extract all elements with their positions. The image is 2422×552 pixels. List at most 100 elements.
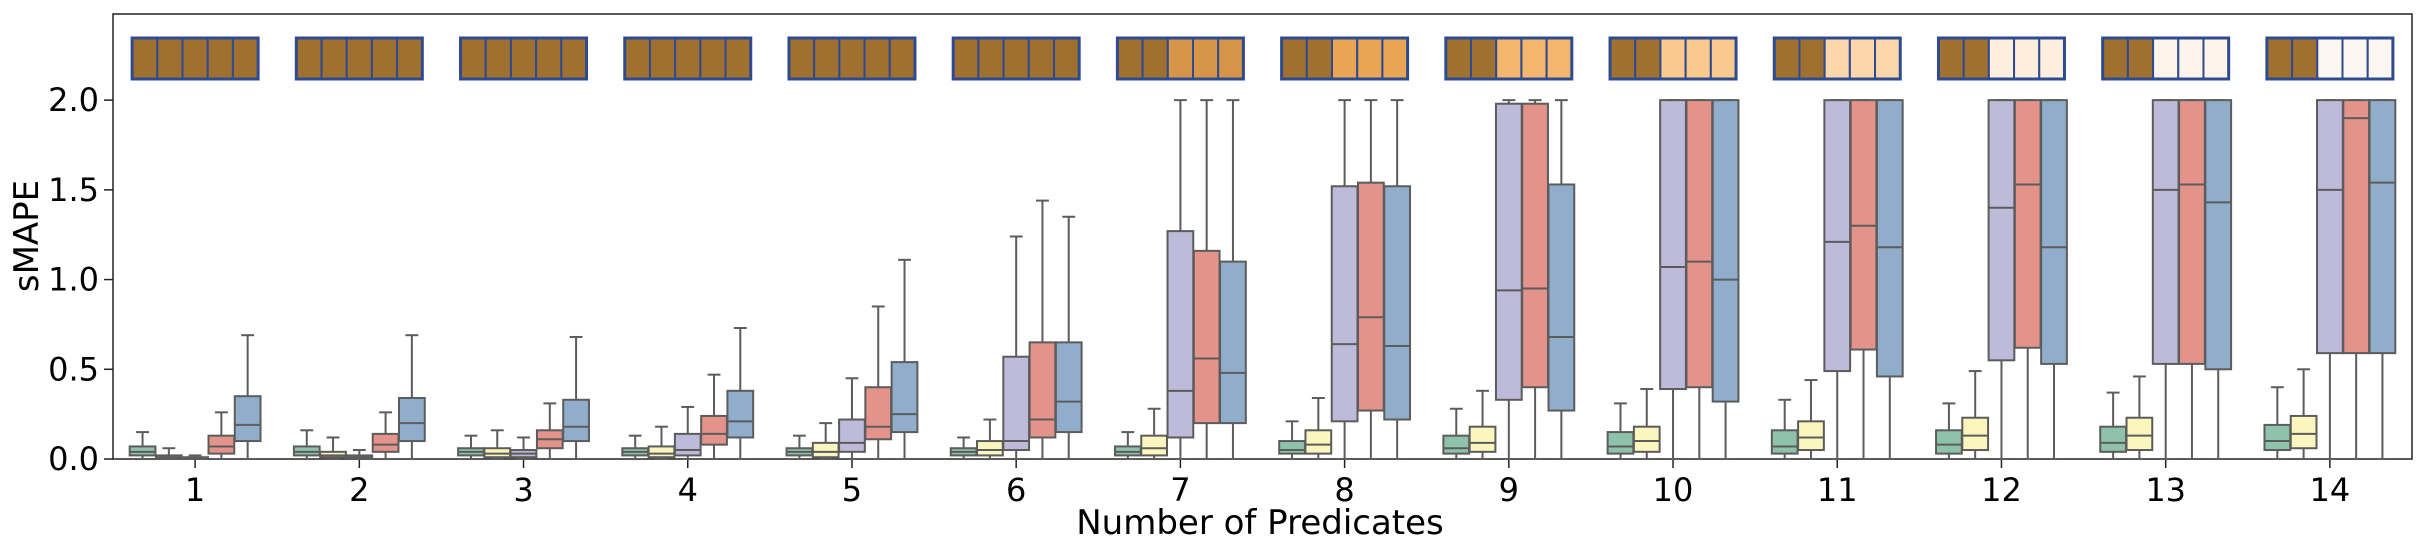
box-method-5: [1875, 99, 1904, 460]
box-method-5: [2204, 99, 2233, 460]
indicator-cell: [1495, 37, 1523, 80]
indicator-strip: [130, 36, 260, 81]
box-iqr: [1659, 99, 1687, 391]
indicator-strip-border: [130, 36, 260, 81]
box-iqr: [1875, 99, 1904, 378]
box-iqr: [1606, 431, 1635, 455]
x-tick-label: 13: [2145, 471, 2186, 509]
box-method-2: [154, 447, 183, 460]
indicator-cell: [1116, 37, 1144, 80]
indicator-cell: [1331, 37, 1359, 80]
indicator-cell: [1305, 37, 1334, 80]
indicator-cell: [345, 37, 373, 80]
box-iqr: [1304, 429, 1333, 455]
indicator-cell: [1659, 37, 1687, 80]
plot-area-frame: [112, 13, 2413, 460]
box-method-5: [890, 258, 919, 460]
box-method-1: [1770, 398, 1799, 460]
box-method-4: [1028, 199, 1057, 460]
box-iqr: [397, 396, 426, 443]
box-method-3: [1166, 99, 1195, 460]
indicator-cell: [1444, 37, 1473, 80]
indicator-cell: [1052, 37, 1081, 80]
indicator-cell: [623, 37, 651, 80]
box-method-4: [1849, 99, 1878, 460]
box-method-1: [1935, 402, 1963, 460]
box-method-2: [1140, 407, 1168, 460]
indicator-strip-border: [1115, 36, 1245, 81]
indicator-cell: [396, 37, 424, 80]
indicator-cell: [838, 37, 866, 80]
box-method-1: [457, 434, 485, 460]
indicator-cell: [535, 37, 563, 80]
box-method-5: [233, 334, 262, 460]
indicator-strip-border: [2265, 36, 2395, 81]
y-tick-label: 1.5: [48, 171, 99, 209]
box-iqr: [726, 389, 755, 439]
indicator-cell: [1356, 37, 1384, 80]
y-tick-label: 2.0: [48, 81, 99, 119]
box-iqr: [1442, 434, 1471, 455]
x-tick-label: 1: [185, 471, 205, 509]
box-method-5: [1383, 99, 1412, 460]
box-method-2: [483, 429, 512, 460]
indicator-cell: [1470, 37, 1498, 80]
box-method-5: [397, 334, 426, 460]
box-iqr: [562, 398, 590, 443]
indicator-cell: [2341, 37, 2369, 80]
indicator-cell: [1937, 37, 1965, 80]
indicator-cell: [509, 37, 538, 80]
indicator-strip: [1115, 36, 1245, 81]
indicator-cell: [952, 37, 980, 80]
y-tick-label: 0.0: [48, 440, 99, 478]
box-method-4: [1192, 99, 1221, 460]
box-iqr: [1685, 99, 1714, 389]
box-iqr: [673, 432, 702, 457]
indicator-strip-border: [951, 36, 1081, 81]
indicator-cell: [1684, 37, 1712, 80]
box-iqr: [1823, 99, 1852, 373]
box-method-3: [345, 449, 374, 460]
box-method-5: [2040, 99, 2068, 460]
box-method-3: [181, 454, 209, 461]
box-iqr: [2204, 99, 2233, 371]
x-tick-label: 14: [2310, 471, 2351, 509]
indicator-cell: [1381, 37, 1409, 80]
box-iqr: [1219, 260, 1247, 425]
y-tick-label: 1.0: [48, 261, 99, 299]
indicator-strip-border: [294, 36, 424, 81]
indicator-cell: [977, 37, 1005, 80]
box-iqr: [1192, 249, 1221, 425]
box-iqr: [1632, 425, 1661, 453]
indicator-cell: [320, 37, 348, 80]
indicator-strip-border: [1772, 36, 1902, 81]
box-iqr: [1987, 99, 2016, 362]
box-iqr: [1770, 429, 1799, 455]
indicator-cell: [2265, 37, 2294, 80]
box-method-3: [838, 377, 866, 460]
box-method-1: [1442, 407, 1471, 460]
indicator-strip-border: [787, 36, 917, 81]
indicator-strip: [2101, 36, 2231, 81]
indicator-cell: [1217, 37, 1245, 80]
box-iqr: [1140, 434, 1168, 457]
indicator-strip: [787, 36, 917, 81]
indicator-strip: [294, 36, 424, 81]
indicator-cell: [560, 37, 588, 80]
indicator-strip-border: [459, 36, 589, 81]
x-axis: 1 2 3 4 5 6 7 8 9 10 11 12 13 14: [185, 459, 2350, 509]
indicator-cell: [206, 37, 234, 80]
box-method-1: [1606, 402, 1635, 460]
box-method-3: [1330, 99, 1359, 460]
box-method-3: [2151, 99, 2180, 460]
x-tick-label: 12: [1981, 471, 2022, 509]
box-method-4: [1521, 99, 1549, 460]
indicator-strip: [1280, 36, 1410, 81]
box-iqr: [1357, 181, 1385, 412]
box-iqr: [2151, 99, 2180, 365]
indicator-cell: [1773, 37, 1801, 80]
box-method-2: [811, 422, 840, 460]
box-iqr: [976, 440, 1004, 457]
box-method-1: [1278, 420, 1306, 460]
